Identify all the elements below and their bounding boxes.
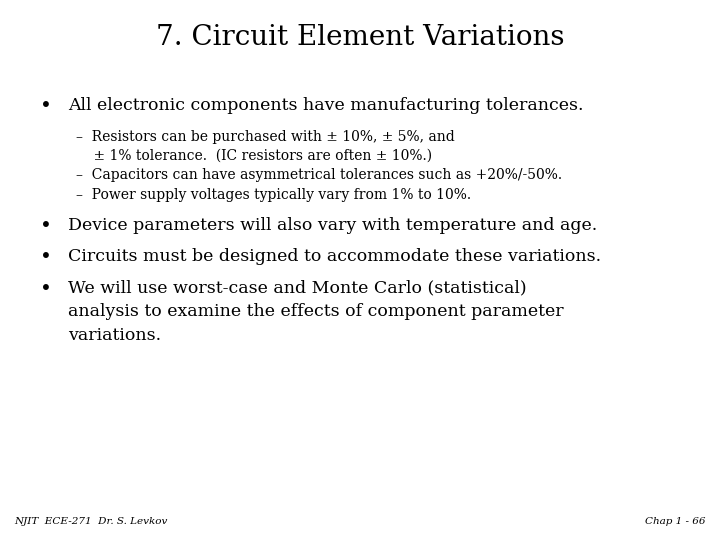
Text: Circuits must be designed to accommodate these variations.: Circuits must be designed to accommodate… xyxy=(68,248,601,265)
Text: 7. Circuit Element Variations: 7. Circuit Element Variations xyxy=(156,24,564,51)
Text: •: • xyxy=(40,248,51,267)
Text: Device parameters will also vary with temperature and age.: Device parameters will also vary with te… xyxy=(68,217,598,234)
Text: •: • xyxy=(40,217,51,236)
Text: variations.: variations. xyxy=(68,327,161,344)
Text: We will use worst-case and Monte Carlo (statistical): We will use worst-case and Monte Carlo (… xyxy=(68,280,527,296)
Text: ± 1% tolerance.  (IC resistors are often ± 10%.): ± 1% tolerance. (IC resistors are often … xyxy=(76,149,432,163)
Text: NJIT  ECE-271  Dr. S. Levkov: NJIT ECE-271 Dr. S. Levkov xyxy=(14,517,168,526)
Text: •: • xyxy=(40,97,51,116)
Text: Chap 1 - 66: Chap 1 - 66 xyxy=(645,517,706,526)
Text: •: • xyxy=(40,280,51,299)
Text: –  Capacitors can have asymmetrical tolerances such as +20%/-50%.: – Capacitors can have asymmetrical toler… xyxy=(76,168,562,183)
Text: analysis to examine the effects of component parameter: analysis to examine the effects of compo… xyxy=(68,303,564,320)
Text: All electronic components have manufacturing tolerances.: All electronic components have manufactu… xyxy=(68,97,584,114)
Text: –  Resistors can be purchased with ± 10%, ± 5%, and: – Resistors can be purchased with ± 10%,… xyxy=(76,130,454,144)
Text: –  Power supply voltages typically vary from 1% to 10%.: – Power supply voltages typically vary f… xyxy=(76,188,471,202)
